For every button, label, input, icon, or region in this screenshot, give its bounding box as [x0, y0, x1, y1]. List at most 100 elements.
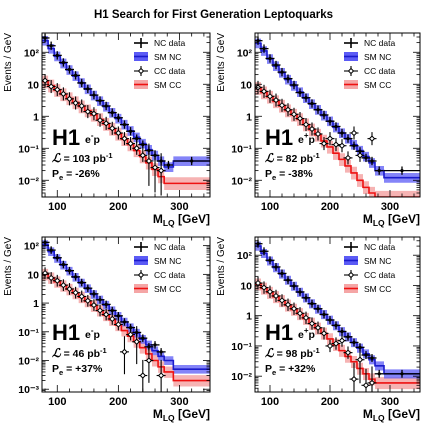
cc-data-point	[126, 328, 136, 341]
x-tick-label: 200	[109, 201, 127, 213]
cc-data-point	[337, 139, 347, 153]
legend: NC data SM NC CC data SM CC	[134, 38, 185, 90]
cc-data-point	[355, 148, 365, 162]
nc-data-point	[349, 141, 359, 150]
cc-data-point	[307, 122, 317, 136]
cc-point-marker	[260, 284, 268, 291]
panel-top-left: 100 200 300 10⁻² 10⁻¹ 1 10 10² Events / GeV MLQ […	[3, 32, 211, 228]
cc-data-point	[144, 143, 154, 186]
x-axis-label: MLQ [GeV]	[363, 212, 420, 228]
cc-data-point	[156, 359, 166, 392]
nc-point-marker	[110, 308, 114, 313]
x-tick-label: 100	[48, 396, 66, 408]
x-axis-label-sub: LQ	[373, 218, 385, 228]
nc-data-point	[46, 41, 56, 50]
cc-data-point	[313, 321, 323, 334]
nc-point-marker	[268, 258, 272, 262]
x-axis-label-main: M	[363, 212, 373, 226]
figure-title: H1 Search for First Generation Leptoquar…	[94, 9, 333, 21]
cc-data-point	[277, 98, 287, 112]
nc-data-point	[319, 310, 329, 319]
run-annotation: H1 e+pℒ = 82 pb-1Pe = -38%	[265, 125, 320, 182]
cc-point-marker	[260, 88, 268, 95]
nc-point-marker	[55, 53, 59, 57]
cc-data-point	[101, 116, 111, 130]
cc-data-point	[319, 327, 329, 340]
nc-point-marker	[322, 312, 326, 317]
nc-data-point	[255, 36, 263, 45]
beam-label: e-p	[85, 131, 100, 146]
cc-data-point	[156, 153, 166, 196]
legend-cc-data-label: CC data	[364, 66, 395, 76]
nc-point-marker	[316, 307, 320, 311]
nc-data-point	[384, 166, 420, 175]
cc-point-marker	[284, 106, 292, 113]
cc-data-point	[52, 83, 62, 97]
nc-data-point	[173, 156, 210, 166]
nc-point-marker	[292, 284, 296, 288]
nc-point-marker	[310, 302, 314, 306]
cc-data-point	[271, 93, 281, 107]
sm-cc-band	[255, 82, 420, 197]
cc-data-point	[307, 317, 317, 330]
legend-sm-cc-label: SM CC	[364, 80, 391, 90]
cc-data-point	[265, 89, 275, 103]
legend-sm-cc-label: SM CC	[154, 80, 181, 90]
nc-data-point	[271, 60, 281, 70]
cc-point-marker	[133, 338, 140, 345]
cc-point-marker	[96, 307, 104, 314]
cc-point-marker	[102, 311, 110, 318]
polarisation-value: = -26%	[63, 168, 100, 180]
cc-data-point	[295, 111, 305, 126]
cc-point-marker	[314, 130, 322, 138]
beam-label-lepton: e	[85, 134, 91, 146]
legend: NC data SM NC CC data SM CC	[134, 242, 185, 294]
nc-point-marker	[92, 292, 96, 296]
cc-point-marker	[362, 382, 370, 389]
nc-point-marker	[274, 265, 278, 269]
nc-point-marker	[370, 356, 374, 360]
x-axis-label-main: M	[363, 407, 373, 421]
beam-label: e-p	[85, 326, 100, 341]
experiment-label: H1	[265, 125, 293, 150]
nc-data-point	[113, 312, 123, 320]
nc-data-point	[150, 341, 160, 349]
nc-data-point	[374, 369, 384, 378]
luminosity-exponent: -1	[313, 346, 320, 355]
cc-point-marker	[109, 315, 116, 323]
cc-point-marker	[326, 135, 334, 142]
x-tick-label: 200	[321, 201, 339, 213]
y-tick-label: 10⁻²	[18, 175, 39, 187]
polarisation-label: Pe = +37%	[52, 363, 103, 377]
cc-data-point	[331, 337, 341, 350]
cc-data-point	[64, 283, 74, 295]
cc-point-marker	[278, 297, 286, 304]
nc-point-marker	[86, 87, 90, 91]
nc-point-marker	[364, 353, 368, 357]
cc-data-point	[349, 126, 359, 140]
nc-point-marker	[364, 156, 368, 160]
nc-data-point	[301, 293, 311, 302]
luminosity-exponent: -1	[106, 151, 113, 160]
nc-data-point	[277, 67, 287, 77]
cc-point-marker	[284, 301, 292, 308]
cc-point-marker	[356, 356, 364, 363]
nc-data-point	[265, 54, 275, 63]
cc-point-marker	[296, 310, 304, 317]
y-axis-label: Events / GeV	[216, 237, 227, 296]
sm-cc-line	[42, 80, 210, 185]
y-tick-label: 10²	[237, 250, 253, 262]
cc-data-point	[71, 96, 81, 110]
cc-point-marker	[121, 135, 128, 142]
nc-data-point	[132, 134, 142, 143]
nc-point-marker	[377, 169, 381, 173]
nc-point-marker	[352, 340, 356, 345]
legend-sm-nc-label: SM NC	[364, 52, 391, 62]
experiment-label: H1	[52, 125, 80, 150]
nc-point-marker	[304, 96, 308, 100]
beam-label-charge: +	[304, 326, 309, 335]
legend-cc-data-marker	[137, 67, 145, 75]
cc-point-marker	[121, 348, 128, 356]
nc-point-marker	[190, 159, 194, 163]
nc-data-point	[95, 296, 105, 304]
